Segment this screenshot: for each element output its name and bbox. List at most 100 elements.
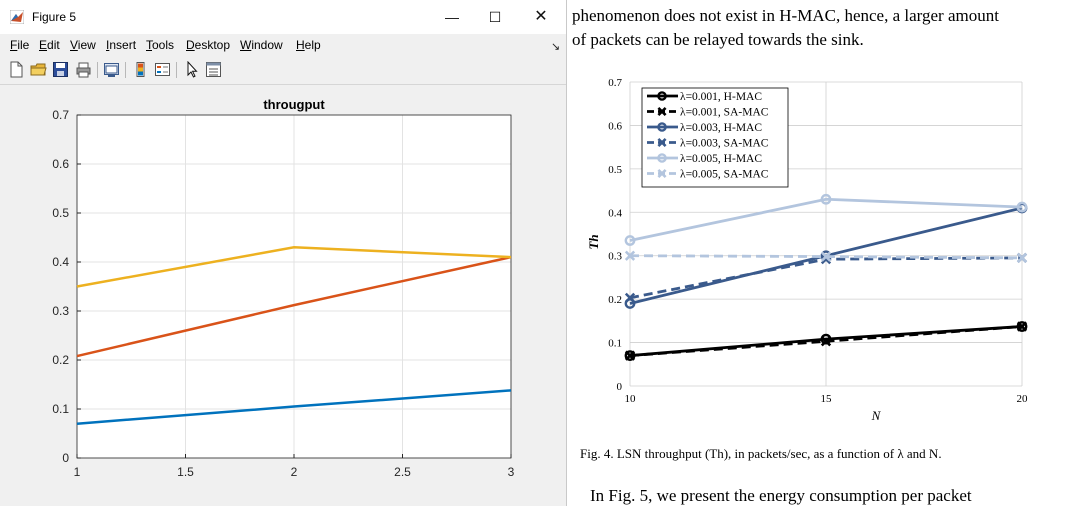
legend-entry: λ=0.003, H-MAC (680, 122, 762, 134)
data-point-marker (657, 122, 667, 132)
chart-title: througput (263, 97, 325, 112)
data-point-marker (820, 333, 832, 345)
paper-text-line: of packets can be relayed towards the si… (572, 30, 864, 49)
toolbar-separator (176, 62, 177, 78)
menu-tools-mnemonic: T (146, 38, 152, 52)
save-icon[interactable] (52, 61, 69, 78)
y-tick-label: 0.7 (52, 108, 69, 122)
figure-toolbar (0, 56, 566, 85)
print-icon[interactable] (75, 61, 92, 78)
menu-insert-mnemonic: I (106, 38, 110, 52)
data-point-marker (820, 251, 832, 262)
legend-entry: λ=0.001, SA-MAC (680, 107, 769, 119)
data-point-marker (624, 250, 636, 261)
x-tick-label: 15 (821, 393, 833, 405)
window-title: Figure 5 (32, 10, 77, 24)
x-tick-label: 1.5 (177, 465, 194, 479)
x-tick-label: 3 (508, 465, 515, 479)
data-point-marker (1016, 252, 1028, 264)
menu-desktop-mnemonic: D (186, 38, 195, 52)
close-button[interactable]: ✕ (534, 8, 548, 25)
colorbar-icon[interactable] (132, 61, 149, 78)
paper-text-line: In Fig. 5, we present the energy consump… (590, 486, 972, 505)
menu-file-mnemonic: F (10, 38, 18, 52)
y-tick-label: 0.3 (52, 304, 69, 318)
legend-entry: λ=0.005, SA-MAC (680, 169, 769, 181)
data-point-marker (624, 292, 636, 303)
x-tick-label: 2 (291, 465, 298, 479)
x-tick-label: 20 (1017, 393, 1029, 405)
dock-figure-icon[interactable]: ↘ (551, 41, 561, 53)
y-tick-label: 0.2 (608, 294, 622, 306)
legend-box (641, 87, 789, 188)
new-figure-icon[interactable] (8, 61, 25, 78)
y-axis-label: Th (586, 234, 601, 249)
toolbar-separator (125, 62, 126, 78)
menu-window[interactable]: Window (240, 38, 283, 52)
menu-help-mnemonic: H (296, 38, 305, 52)
toolbar-separator (97, 62, 98, 78)
legend-icon[interactable] (154, 61, 171, 78)
series-line-3 (76, 246, 512, 288)
x-axis-label: N (871, 408, 882, 423)
menu-window-label: indow (251, 38, 283, 52)
menu-tools[interactable]: Tools (146, 38, 174, 52)
menu-window-mnemonic: W (240, 38, 252, 52)
data-point-marker (657, 91, 667, 101)
data-point-marker (1016, 201, 1028, 213)
menu-edit-mnemonic: E (39, 38, 48, 52)
data-point-marker (820, 336, 832, 347)
y-tick-label: 0.3 (608, 251, 622, 263)
link-plot-icon[interactable] (103, 61, 120, 78)
open-file-icon[interactable] (30, 61, 47, 78)
menu-view-label: iew (77, 38, 96, 52)
y-tick-label: 0.4 (608, 207, 622, 219)
throughput-plot[interactable]: 1 1.5 2 2.5 3 0 0.1 0.2 0.3 0.4 0.5 0.6 0.7 througput (0, 85, 566, 506)
y-tick-label: 0.6 (52, 157, 69, 171)
series-line-2 (76, 255, 512, 358)
y-tick-label: 0.4 (52, 255, 69, 269)
menu-desktop[interactable]: Desktop (186, 38, 230, 52)
data-point-marker (820, 193, 832, 205)
paper-figure-chart: 10 15 20 0 0.1 0.2 0.3 0.4 0.5 0.6 0.7 N Th λ=0.001, … (586, 77, 1029, 423)
minimize-button[interactable]: — (445, 9, 459, 25)
data-point-marker (657, 168, 667, 179)
menu-edit-label: dit (47, 38, 60, 52)
menu-file[interactable]: File (10, 38, 29, 52)
y-tick-label: 0.7 (608, 77, 622, 89)
maximize-button[interactable]: ☐ (488, 9, 502, 25)
legend-entry: λ=0.005, H-MAC (680, 153, 762, 165)
series-line-5 (629, 197, 1023, 242)
figure-canvas: 1 1.5 2 2.5 3 0 0.1 0.2 0.3 0.4 0.5 0.6 0.7 througput (0, 85, 566, 506)
menu-edit[interactable]: Edit (39, 38, 60, 52)
figure-window: Figure 5 — ☐ ✕ File Edit View Insert Too… (0, 0, 567, 506)
y-tick-label: 0.2 (52, 353, 69, 367)
y-tick-label: 0 (617, 381, 623, 393)
menu-help-label: elp (304, 38, 321, 52)
data-point-marker (624, 350, 636, 361)
y-tick-label: 0.1 (52, 402, 69, 416)
y-tick-label: 0.6 (608, 120, 622, 132)
data-point-marker (657, 137, 667, 148)
menu-view-mnemonic: V (70, 38, 78, 52)
x-tick-label: 1 (74, 465, 81, 479)
legend-entry: λ=0.003, SA-MAC (680, 138, 769, 150)
y-tick-label: 0.5 (52, 206, 69, 220)
menu-view[interactable]: View (70, 38, 96, 52)
menu-help[interactable]: Help (296, 38, 321, 52)
menu-insert[interactable]: Insert (106, 38, 136, 52)
data-point-marker (1016, 321, 1028, 332)
x-tick-label: 2.5 (394, 465, 411, 479)
menu-desktop-label: esktop (194, 38, 231, 52)
property-inspector-icon[interactable] (205, 61, 222, 78)
data-point-marker (1016, 321, 1028, 332)
figure-caption: Fig. 4. LSN throughput (Th), in packets/… (580, 446, 942, 461)
x-tick-label: 10 (625, 393, 637, 405)
y-tick-label: 0.5 (608, 164, 622, 176)
data-point-marker (657, 106, 667, 117)
pointer-icon[interactable] (183, 61, 200, 78)
menu-bar: File Edit View Insert Tools Desktop Wind… (0, 34, 566, 56)
menu-file-label: ile (17, 38, 30, 52)
series-line-1 (76, 389, 512, 425)
title-bar[interactable]: Figure 5 — ☐ ✕ (0, 0, 566, 34)
